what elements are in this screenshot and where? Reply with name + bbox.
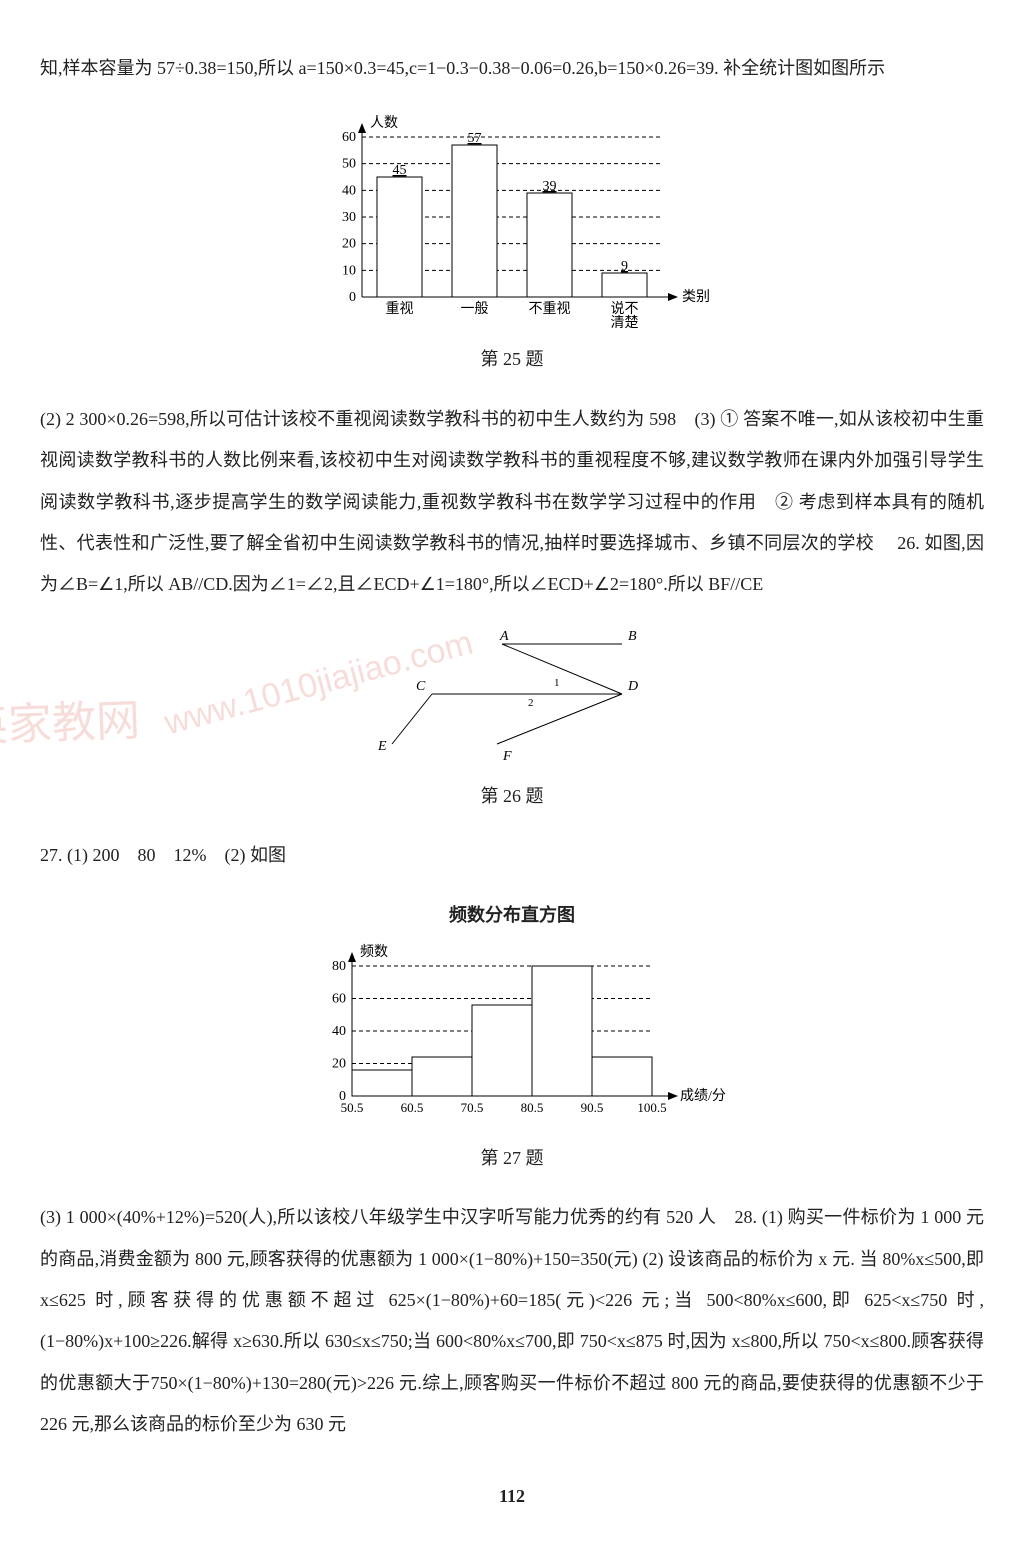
diagram-26: A B C D E F 1 2: [322, 624, 702, 774]
svg-text:30: 30: [342, 210, 356, 225]
svg-text:1: 1: [554, 677, 560, 689]
svg-text:40: 40: [332, 1024, 346, 1039]
svg-text:40: 40: [342, 184, 356, 199]
svg-text:39: 39: [543, 179, 557, 194]
svg-text:2: 2: [528, 697, 534, 709]
svg-text:20: 20: [332, 1056, 346, 1071]
q27-line: 27. (1) 200 80 12% (2) 如图: [40, 835, 984, 876]
svg-text:20: 20: [342, 237, 356, 252]
svg-text:45: 45: [393, 163, 407, 178]
svg-text:100.5: 100.5: [637, 1100, 666, 1115]
svg-text:80.5: 80.5: [521, 1100, 544, 1115]
svg-text:60: 60: [332, 991, 346, 1006]
svg-text:B: B: [628, 629, 637, 644]
svg-text:E: E: [377, 739, 387, 754]
svg-text:类别: 类别: [682, 289, 710, 305]
chart-25-wrap: 人数类别 0 10 20 30 40 50 60 45 重视 57 一般 39 不重视 9 说不清楚: [40, 107, 984, 337]
svg-text:50.5: 50.5: [341, 1100, 364, 1115]
chart-27: 频数成绩/分02040608050.560.570.580.590.5100.5: [292, 936, 732, 1136]
svg-text:人数: 人数: [370, 115, 398, 131]
svg-text:清楚: 清楚: [611, 315, 639, 331]
svg-text:成绩/分: 成绩/分: [680, 1088, 726, 1104]
page-container: 知,样本容量为 57÷0.38=150,所以 a=150×0.3=45,c=1−…: [40, 48, 984, 1517]
svg-text:9: 9: [621, 259, 628, 274]
chart-25: 人数类别 0 10 20 30 40 50 60 45 重视 57 一般 39 不重视 9 说不清楚: [302, 107, 722, 337]
diagram-26-caption: 第 26 题: [40, 776, 984, 817]
chart-27-caption: 第 27 题: [40, 1138, 984, 1179]
svg-text:说不: 说不: [611, 301, 639, 317]
svg-text:60: 60: [342, 130, 356, 145]
svg-text:频数: 频数: [360, 944, 388, 960]
svg-text:70.5: 70.5: [461, 1100, 484, 1115]
page-number: 112: [40, 1476, 984, 1517]
svg-text:C: C: [416, 679, 426, 694]
svg-text:60.5: 60.5: [401, 1100, 424, 1115]
svg-text:重视: 重视: [386, 301, 414, 317]
svg-text:一般: 一般: [461, 301, 489, 317]
intro-paragraph: 知,样本容量为 57÷0.38=150,所以 a=150×0.3=45,c=1−…: [40, 48, 984, 89]
chart-27-wrap: 频数分布直方图 频数成绩/分02040608050.560.570.580.59…: [40, 895, 984, 1136]
watermark-text-1: 精英家教网: [0, 670, 142, 779]
svg-text:不重视: 不重视: [529, 301, 571, 317]
svg-text:D: D: [627, 679, 638, 694]
q25-part2-3-text: (2) 2 300×0.26=598,所以可估计该校不重视阅读数学教科书的初中生…: [40, 409, 984, 553]
chart-27-title: 频数分布直方图: [40, 895, 984, 936]
bottom-paragraph: (3) 1 000×(40%+12%)=520(人),所以该校八年级学生中汉字听…: [40, 1197, 984, 1445]
svg-text:F: F: [502, 749, 512, 764]
svg-text:90.5: 90.5: [581, 1100, 604, 1115]
diagram-26-wrap: ABCDEF12 精英家教网 www.1010jiajiao.com: [40, 624, 984, 774]
svg-text:0: 0: [349, 290, 356, 305]
svg-text:A: A: [499, 629, 509, 644]
svg-text:57: 57: [468, 131, 482, 146]
svg-text:50: 50: [342, 157, 356, 172]
chart-25-caption: 第 25 题: [40, 339, 984, 380]
svg-text:10: 10: [342, 264, 356, 279]
mid-paragraph: (2) 2 300×0.26=598,所以可估计该校不重视阅读数学教科书的初中生…: [40, 399, 984, 606]
svg-text:80: 80: [332, 959, 346, 974]
